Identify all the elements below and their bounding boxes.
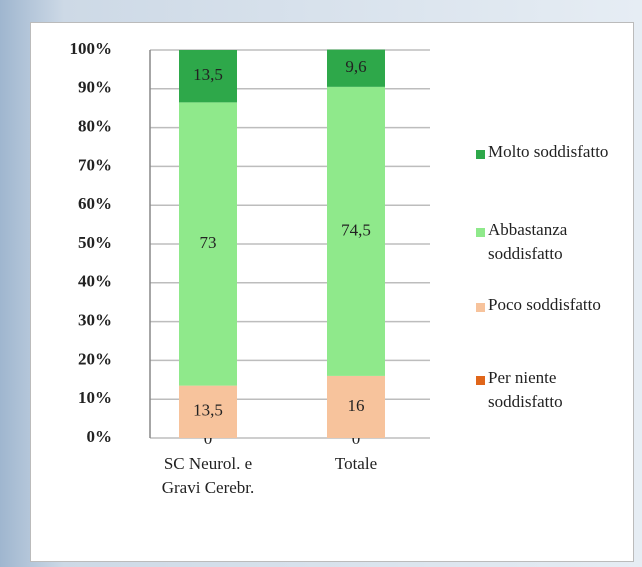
legend-label: Poco soddisfatto: [488, 295, 601, 314]
y-tick-label: 100%: [70, 39, 113, 58]
y-tick-label: 40%: [78, 272, 112, 291]
x-tick-label: Totale: [334, 454, 378, 473]
bar-segment: [179, 102, 237, 386]
bar-segment: [327, 49, 385, 87]
bar-segment: [179, 50, 237, 103]
data-label: 0: [352, 429, 361, 448]
data-label: 13,5: [193, 65, 223, 84]
legend-swatch: [476, 228, 485, 237]
bar-segment: [179, 385, 237, 438]
x-tick-label: SC Neurol. e Gravi Cerebr.: [161, 454, 255, 497]
data-label: 16: [348, 396, 365, 415]
y-tick-label: 50%: [78, 233, 112, 252]
y-tick-label: 10%: [78, 388, 112, 407]
legend-label: Molto soddisfatto: [488, 142, 609, 161]
y-tick-label: 20%: [78, 349, 112, 368]
y-tick-label: 70%: [78, 155, 112, 174]
y-tick-label: 60%: [78, 194, 112, 213]
legend-label: Per niente soddisfatto: [488, 368, 563, 411]
legend-swatch: [476, 150, 485, 159]
legend-swatch: [476, 376, 485, 385]
data-label: 9,6: [345, 57, 366, 76]
legend-swatch: [476, 303, 485, 312]
data-label: 13,5: [193, 401, 223, 420]
y-tick-label: 30%: [78, 311, 112, 330]
y-tick-label: 90%: [78, 78, 112, 97]
bar-segment: [327, 375, 385, 438]
legend-label: Abbastanza soddisfatto: [488, 220, 568, 263]
data-label: 73: [200, 233, 217, 252]
data-label: 0: [204, 429, 213, 448]
y-tick-label: 0%: [87, 427, 113, 446]
data-label: 74,5: [341, 220, 371, 239]
bar-segment: [327, 86, 385, 376]
y-tick-label: 80%: [78, 117, 112, 136]
